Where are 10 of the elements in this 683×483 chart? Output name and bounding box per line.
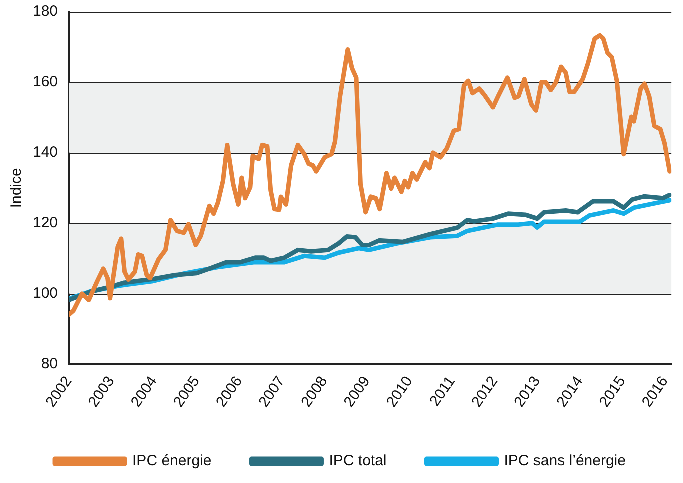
y-tick-label: 80 [41,355,58,372]
y-tick-label: 120 [32,214,58,232]
y-tick-label: 180 [32,3,58,20]
legend-label: IPC total [329,452,387,470]
legend-label: IPC énergie [132,452,212,470]
y-tick-label: 100 [32,285,58,302]
legend-label: IPC sans l’énergie [504,452,626,470]
y-axis-title: Indice [8,168,26,208]
y-tick-label: 160 [32,74,58,91]
y-tick-label: 140 [32,144,58,162]
